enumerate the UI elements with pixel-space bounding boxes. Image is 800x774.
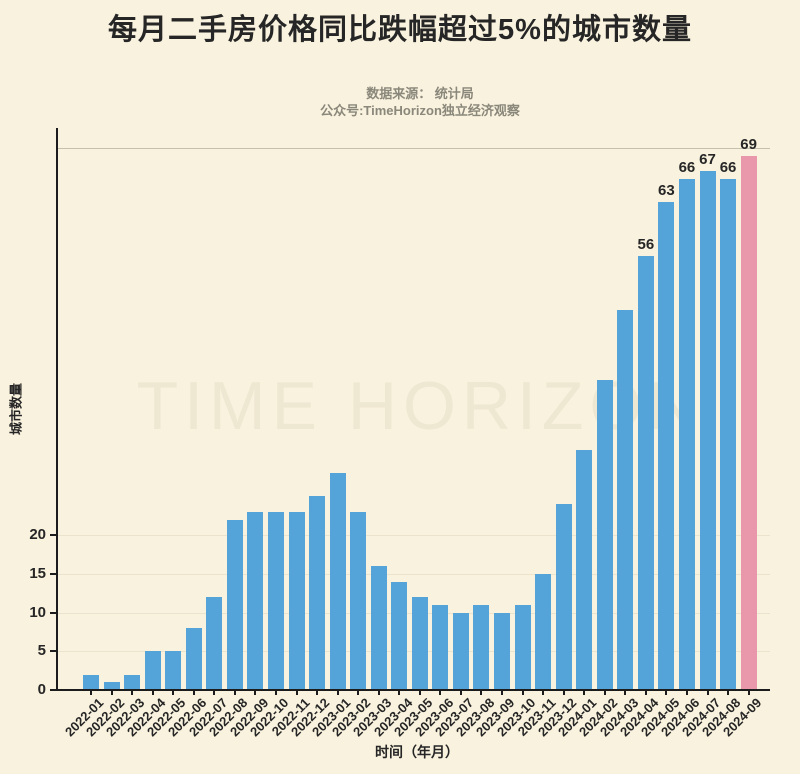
y-gridline-15 (57, 573, 770, 575)
y-tick-mark-10 (50, 611, 57, 614)
y-axis-spine (56, 128, 58, 691)
bar-2023-05 (411, 597, 428, 690)
bar-2022-07 (206, 597, 223, 690)
bar-2024-05 (658, 202, 675, 690)
subtitle-account: 公众号:TimeHorizon独立经济观察 (320, 103, 520, 118)
x-tick-mark-2023-01 (336, 691, 339, 695)
x-tick-mark-2024-03 (624, 691, 627, 695)
bar-2022-02 (103, 682, 120, 690)
x-tick-mark-2022-05 (172, 691, 175, 695)
bar-2022-10 (267, 511, 284, 690)
x-tick-mark-2023-12 (562, 691, 565, 695)
x-tick-mark-2023-03 (377, 691, 380, 695)
y-tick-label-5: 5 (37, 642, 46, 660)
bar-2022-08 (226, 519, 243, 690)
y-gridline-20 (57, 535, 770, 537)
bar-2024-02 (596, 380, 613, 690)
reference-line-70 (57, 147, 770, 149)
bar-value-label-2024-08: 66 (719, 158, 737, 176)
bar-2023-03 (370, 566, 387, 690)
x-tick-mark-2022-04 (151, 691, 154, 695)
bar-2022-03 (124, 674, 141, 690)
bar-2024-04 (637, 256, 654, 690)
subtitle-data-source: 数据来源： 统计局 (366, 86, 474, 101)
y-tick-mark-20 (50, 534, 57, 537)
x-tick-mark-2024-02 (603, 691, 606, 695)
y-tick-mark-5 (50, 650, 57, 653)
x-tick-mark-2022-06 (192, 691, 195, 695)
x-tick-mark-2023-09 (501, 691, 503, 695)
x-tick-mark-2022-08 (233, 691, 236, 695)
bar-2022-06 (185, 628, 202, 690)
bar-2023-12 (555, 504, 572, 690)
bar-value-label-2024-05: 63 (658, 182, 675, 200)
bar-2024-07 (699, 171, 716, 690)
x-tick-mark-2024-08 (727, 691, 730, 695)
x-tick-mark-2024-01 (583, 691, 586, 695)
bar-2024-03 (617, 310, 634, 690)
bar-2023-11 (535, 573, 552, 690)
bar-2023-07 (452, 612, 469, 690)
y-tick-label-15: 15 (29, 564, 46, 582)
bar-2022-11 (288, 511, 305, 690)
bar-2023-06 (432, 604, 449, 690)
x-tick-mark-2022-12 (316, 691, 319, 695)
x-tick-mark-2023-06 (439, 691, 442, 695)
bar-value-label-2024-09: 69 (740, 135, 757, 153)
x-tick-mark-2022-03 (131, 691, 134, 695)
x-tick-mark-2023-10 (521, 691, 524, 695)
bar-2022-09 (247, 511, 264, 690)
y-tick-label-20: 20 (29, 526, 46, 544)
bar-2024-06 (678, 178, 695, 690)
x-tick-mark-2023-02 (357, 691, 360, 695)
x-tick-mark-2023-11 (542, 691, 545, 695)
bar-2023-10 (514, 604, 531, 690)
bar-2022-01 (83, 674, 99, 690)
bar-2023-02 (350, 511, 367, 690)
x-tick-mark-2022-11 (295, 691, 298, 695)
x-tick-mark-2024-07 (706, 691, 709, 695)
x-tick-mark-2023-05 (418, 691, 421, 695)
bar-2024-08 (720, 178, 737, 690)
bar-2022-04 (144, 651, 161, 690)
x-tick-mark-2022-07 (213, 691, 216, 695)
bar-2023-08 (473, 604, 490, 690)
x-tick-mark-2022-10 (274, 691, 277, 695)
x-tick-mark-2023-08 (480, 691, 483, 695)
x-tick-mark-2024-09 (747, 691, 750, 695)
x-tick-mark-2024-06 (685, 691, 688, 695)
x-tick-mark-2022-02 (110, 691, 113, 695)
y-tick-mark-0 (50, 689, 57, 691)
y-tick-label-10: 10 (29, 603, 46, 621)
bar-2023-01 (329, 473, 346, 690)
chart-title: 每月二手房价格同比跌幅超过5%的城市数量 (108, 14, 692, 46)
bar-2022-12 (309, 496, 326, 690)
x-tick-mark-2023-04 (398, 691, 401, 695)
chart-subtitle: 数据来源： 统计局 公众号:TimeHorizon独立经济观察 (20, 85, 800, 119)
bar-2023-04 (391, 581, 408, 690)
bar-2024-09 (740, 155, 757, 690)
y-tick-label-0: 0 (37, 681, 46, 698)
y-axis-title: 城市数量 (8, 382, 24, 436)
x-tick-mark-2023-07 (459, 691, 462, 695)
x-axis-spine (56, 689, 770, 691)
y-tick-mark-15 (50, 572, 57, 575)
x-axis-title: 时间（年月） (375, 744, 459, 760)
bar-2024-01 (576, 449, 593, 690)
x-tick-mark-2024-04 (644, 691, 647, 695)
bar-value-label-2024-04: 56 (637, 236, 655, 254)
x-tick-mark-2024-05 (665, 691, 668, 695)
bar-value-label-2024-07: 67 (699, 151, 716, 169)
bar-2023-09 (494, 612, 510, 690)
bar-value-label-2024-06: 66 (678, 158, 696, 176)
x-tick-mark-2022-01 (90, 691, 92, 695)
x-tick-mark-2022-09 (254, 691, 257, 695)
bar-2022-05 (165, 651, 182, 690)
